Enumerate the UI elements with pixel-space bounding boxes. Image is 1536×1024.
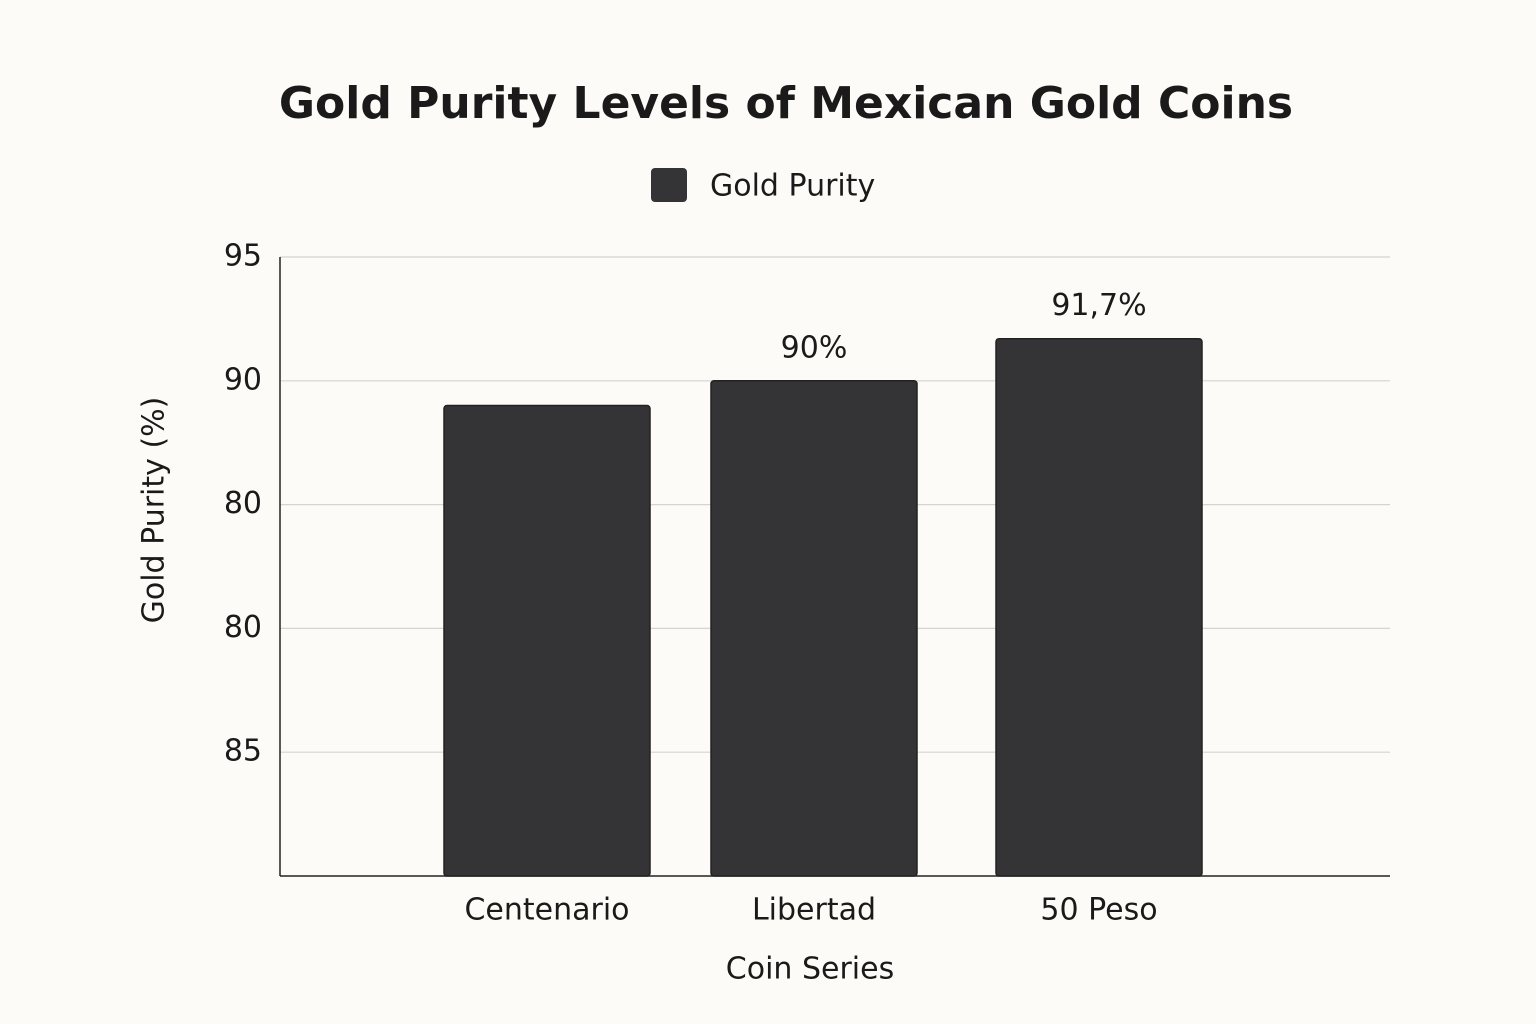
x-axis-label: Coin Series [726, 952, 894, 987]
data-label: 91,7% [1051, 288, 1146, 323]
x-tick-label: 50 Peso [1040, 893, 1157, 928]
y-axis-label: Gold Purity (%) [137, 397, 172, 624]
y-tick-label: 95 [224, 239, 262, 274]
y-tick-label: 90 [224, 362, 262, 397]
legend-swatch [651, 168, 687, 202]
chart-title: Gold Purity Levels of Mexican Gold Coins [279, 78, 1293, 129]
legend-label: Gold Purity [710, 169, 875, 204]
y-tick-label: 80 [224, 486, 262, 521]
x-tick-label: Centenario [464, 893, 629, 928]
y-tick-label: 80 [224, 610, 262, 645]
y-tick-label: 85 [224, 734, 262, 769]
bar [443, 404, 651, 877]
bar [710, 380, 918, 877]
bar [995, 337, 1203, 877]
x-tick-label: Libertad [752, 893, 876, 928]
data-label: 90% [781, 330, 848, 365]
